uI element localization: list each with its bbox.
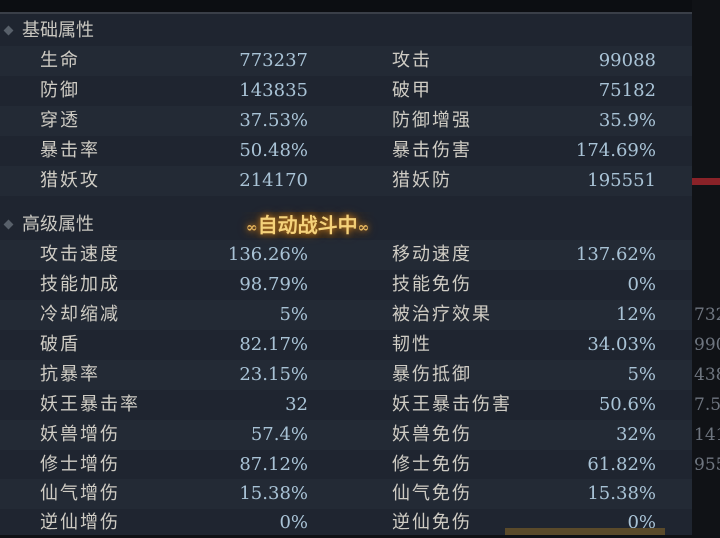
attr-value: 50.6% [598, 394, 656, 415]
background-value: 732 [694, 305, 720, 325]
attribute-row: 暴击率 50.48% 暴击伤害 174.69% [0, 136, 692, 166]
attr-label: 生命 [40, 50, 80, 71]
attr-label: 猎妖攻 [40, 170, 100, 191]
attr-value: 35.9% [598, 110, 656, 131]
attr-label: 攻击 [392, 50, 432, 71]
attr-value: 0% [627, 512, 656, 533]
basic-header: 基础属性 [0, 16, 692, 46]
attribute-row: 仙气增伤 15.38% 仙气免伤 15.38% [0, 479, 692, 509]
attr-value: 34.03% [587, 334, 656, 355]
diamond-icon [3, 25, 14, 36]
attr-label: 暴击率 [40, 140, 100, 161]
attr-value: 5% [279, 304, 308, 325]
attr-value: 57.4% [250, 424, 308, 445]
attr-label: 暴伤抵御 [392, 364, 472, 385]
attr-value: 37.53% [239, 110, 308, 131]
attribute-row: 防御 143835 破甲 75182 [0, 76, 692, 106]
attribute-row: 生命 773237 攻击 99088 [0, 46, 692, 76]
attr-label: 韧性 [392, 334, 432, 355]
background-value: 438 [694, 365, 720, 385]
infinity-icon: ∞ [246, 220, 258, 236]
attr-value: 32 [285, 394, 308, 415]
attr-label: 修士免伤 [392, 454, 472, 475]
attr-label: 冷却缩减 [40, 304, 120, 325]
attr-value: 98.79% [239, 274, 308, 295]
attribute-row: 逆仙增伤 0% 逆仙免伤 0% [0, 508, 692, 538]
attr-value: 0% [627, 274, 656, 295]
infinity-icon: ∞ [357, 220, 370, 236]
attr-value: 174.69% [575, 140, 656, 161]
attr-value: 0% [279, 512, 308, 533]
background-value: 955 [694, 455, 720, 475]
attribute-row: 攻击速度 136.26% 移动速度 137.62% [0, 240, 692, 270]
attr-label: 防御 [40, 80, 80, 101]
attr-label: 被治疗效果 [392, 304, 492, 325]
attr-label: 妖兽增伤 [40, 424, 120, 445]
section-title: 高级属性 [22, 214, 94, 235]
section-title: 基础属性 [22, 20, 94, 41]
attr-label: 妖兽免伤 [392, 424, 472, 445]
attr-value: 50.48% [239, 140, 308, 161]
attr-label: 暴击伤害 [392, 140, 472, 161]
attr-value: 75182 [598, 80, 656, 101]
auto-battle-text: 自动战斗中 [257, 213, 358, 237]
attr-label: 移动速度 [392, 244, 472, 265]
attr-value: 12% [615, 304, 656, 325]
attribute-row: 猎妖攻 214170 猎妖防 195551 [0, 166, 692, 196]
attr-value: 15.38% [587, 483, 656, 504]
attr-label: 防御增强 [392, 110, 472, 131]
attr-label: 破甲 [392, 80, 432, 101]
advanced-header: 高级属性 [0, 210, 692, 240]
attr-label: 逆仙免伤 [392, 512, 472, 533]
background-scene [692, 0, 720, 535]
attr-label: 猎妖防 [392, 170, 452, 191]
attr-value: 99088 [598, 50, 656, 71]
attribute-row: 修士增伤 87.12% 修士免伤 61.82% [0, 450, 692, 480]
attribute-row: 破盾 82.17% 韧性 34.03% [0, 330, 692, 360]
attr-value: 32% [615, 424, 656, 445]
attr-label: 穿透 [40, 110, 80, 131]
attr-value: 214170 [239, 170, 308, 191]
attr-value: 87.12% [239, 454, 308, 475]
attr-label: 攻击速度 [40, 244, 120, 265]
attr-value: 137.62% [575, 244, 656, 265]
attr-label: 妖王暴击伤害 [392, 394, 512, 415]
auto-battle-banner: ∞自动战斗中∞ [240, 212, 376, 238]
attribute-row: 穿透 37.53% 防御增强 35.9% [0, 106, 692, 136]
attr-label: 逆仙增伤 [40, 512, 120, 533]
attr-label: 妖王暴击率 [40, 394, 140, 415]
attr-value: 195551 [587, 170, 656, 191]
attr-label: 仙气免伤 [392, 483, 472, 504]
attribute-row: 妖王暴击率 32 妖王暴击伤害 50.6% [0, 390, 692, 420]
attr-label: 抗暴率 [40, 364, 100, 385]
attribute-row: 冷却缩减 5% 被治疗效果 12% [0, 300, 692, 330]
diamond-icon [3, 219, 14, 230]
attr-value: 23.15% [239, 364, 308, 385]
attribute-row: 妖兽增伤 57.4% 妖兽免伤 32% [0, 420, 692, 450]
health-bar [692, 178, 720, 185]
attr-value: 773237 [239, 50, 308, 71]
top-bar [0, 0, 692, 14]
attr-value: 136.26% [227, 244, 308, 265]
attr-value: 61.82% [587, 454, 656, 475]
attr-value: 143835 [239, 80, 308, 101]
attr-label: 技能加成 [40, 274, 120, 295]
attr-value: 5% [627, 364, 656, 385]
attribute-row: 技能加成 98.79% 技能免伤 0% [0, 270, 692, 300]
attr-label: 仙气增伤 [40, 483, 120, 504]
attr-label: 技能免伤 [392, 274, 472, 295]
background-value: 141 [694, 425, 720, 445]
attr-value: 82.17% [239, 334, 308, 355]
background-value: 7.53 [694, 395, 720, 415]
attr-label: 修士增伤 [40, 454, 120, 475]
gold-bar [505, 528, 665, 535]
attr-label: 破盾 [40, 334, 80, 355]
background-value: 990 [694, 335, 720, 355]
attr-value: 15.38% [239, 483, 308, 504]
attribute-row: 抗暴率 23.15% 暴伤抵御 5% [0, 360, 692, 390]
